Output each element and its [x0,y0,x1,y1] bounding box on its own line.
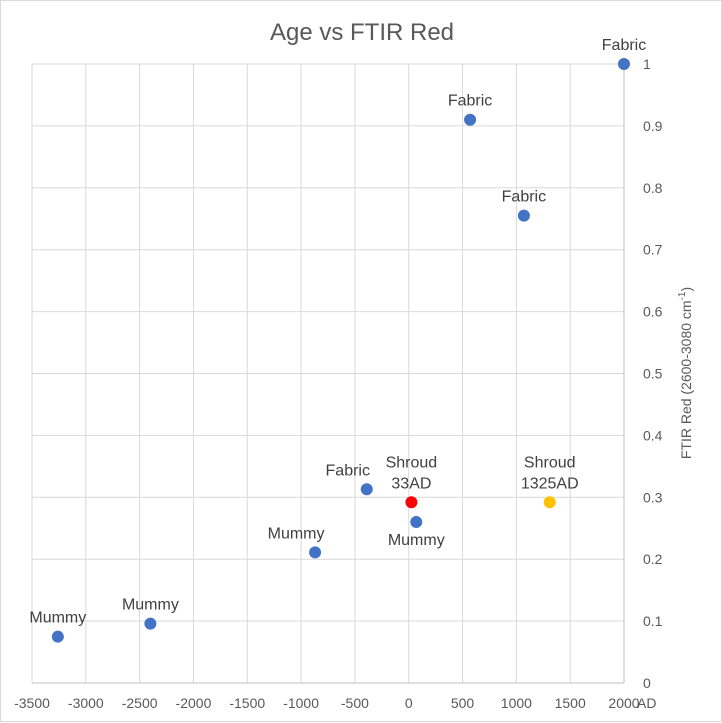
y-tick-label: 0.5 [643,366,663,382]
data-label: Mummy [29,610,86,627]
y-axis-title: FTIR Red (2600-3080 cm-1) [677,287,694,459]
x-tick-label: -3000 [68,695,104,711]
y-tick-label: 0.2 [643,551,663,567]
x-tick-label: 500 [451,695,475,711]
x-tick-label: -500 [341,695,369,711]
data-label: Fabric [502,189,546,206]
y-tick-label: 1 [643,56,651,72]
x-tick-label: -1500 [229,695,265,711]
data-point [464,113,477,126]
data-label: Fabric [326,462,370,479]
data-label: 33AD [391,475,431,492]
data-label: Fabric [448,93,492,110]
y-axis-title-superscript: -1 [677,291,688,300]
data-label: Mummy [122,597,179,614]
y-tick-label: 0.3 [643,489,663,505]
y-tick-label: 0.8 [643,180,663,196]
y-tick-label: 0 [643,675,651,691]
data-point [543,496,556,509]
y-tick-label: 0.7 [643,242,663,258]
data-label: Fabric [602,37,646,54]
x-tick-label: -2000 [176,695,212,711]
data-labels: Fabric Fabric Fabric Fabric Shroud 33AD Mummy S… [29,37,646,627]
y-axis-title-close: ) [678,287,694,292]
axes [32,64,625,684]
data-point [410,516,423,529]
x-tick-label: -2500 [122,695,158,711]
data-points [51,58,630,643]
x-tick-label: 2000 [608,695,639,711]
x-tick-label: -1000 [283,695,319,711]
chart-title: Age vs FTIR Red [270,19,454,46]
data-label: Shroud [386,454,438,471]
data-label: 1325AD [521,475,579,492]
data-label: Mummy [388,532,445,549]
data-point [144,617,157,630]
x-tick-label: 0 [405,695,413,711]
data-label: Mummy [268,525,325,542]
y-axis-title-main: FTIR Red (2600-3080 cm [678,300,694,459]
gridlines [31,63,625,684]
y-tick-label: 0.1 [643,613,663,629]
data-point [360,483,373,496]
data-point [405,496,418,509]
y-tick-labels: 0 0.1 0.2 0.3 0.4 0.5 0.6 0.7 0.8 0.9 1 [643,56,663,691]
y-tick-label: 0.4 [643,427,663,443]
x-tick-label: 1500 [555,695,586,711]
data-point [51,630,64,643]
y-tick-label: 0.6 [643,304,663,320]
x-axis-unit: AD [637,695,656,711]
data-point [517,209,530,222]
x-tick-labels: -3500 -3000 -2500 -2000 -1500 -1000 -500 0 500 10… [14,695,640,711]
data-point [309,546,322,559]
y-tick-label: 0.9 [643,118,663,134]
x-tick-label: 1000 [501,695,532,711]
data-label: Shroud [524,454,576,471]
data-point [618,58,630,70]
x-tick-label: -3500 [14,695,50,711]
